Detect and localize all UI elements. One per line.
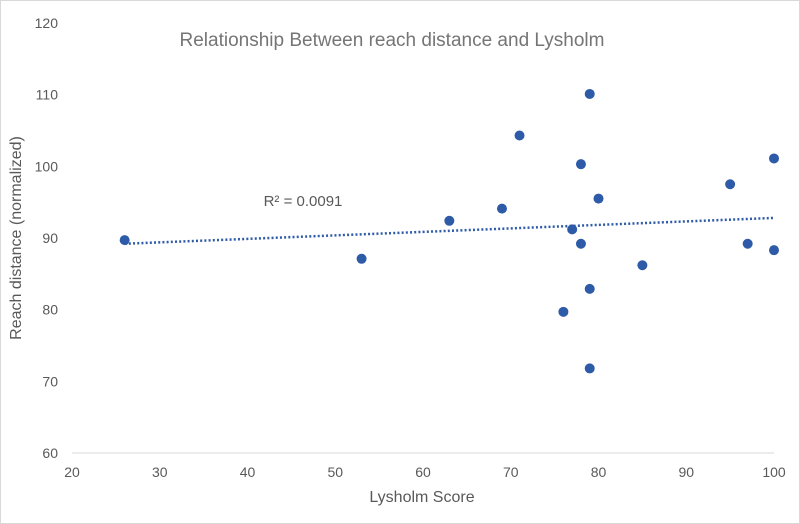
x-tick-label: 60 [415,464,431,480]
data-point [444,215,455,226]
data-point [725,179,736,190]
data-point [584,88,595,99]
data-point [769,245,779,256]
y-tick-label: 120 [35,15,59,31]
data-point [769,153,779,164]
data-point [637,260,648,271]
y-tick-label: 80 [42,302,58,318]
data-point [575,159,586,170]
x-tick-label: 20 [64,464,80,480]
data-point [119,235,130,246]
data-point [584,283,595,294]
data-point [496,203,507,214]
data-point [558,306,569,317]
r-squared-annotation: R² = 0.0091 [264,193,343,210]
data-point [356,253,367,264]
data-points [119,88,779,374]
data-point [514,130,525,141]
x-tick-label: 40 [240,464,256,480]
data-point [567,224,578,235]
data-point [584,363,595,374]
y-tick-label: 110 [36,87,59,103]
x-tick-label: 50 [327,464,343,480]
x-tick-label: 90 [678,464,694,480]
y-tick-label: 60 [42,445,58,461]
data-point [593,193,604,204]
x-tick-label: 30 [152,464,168,480]
data-point [742,238,753,249]
trendline-layer [124,216,775,245]
x-tick-label: 100 [762,464,786,480]
axes: 20 30 40 50 60 70 80 90 100 60 70 80 90 100 110 120 [35,15,786,480]
x-axis-title: Lysholm Score [369,489,474,506]
y-tick-label: 100 [35,158,59,174]
y-axis-title: Reach distance (normalized) [8,136,25,340]
chart-title: Relationship Between reach distance and … [180,30,605,51]
y-tick-label: 90 [42,230,58,246]
x-tick-label: 80 [591,464,607,480]
data-point [575,238,586,249]
x-tick-label: 70 [503,464,519,480]
trendline [124,216,775,245]
y-tick-label: 70 [42,373,58,389]
